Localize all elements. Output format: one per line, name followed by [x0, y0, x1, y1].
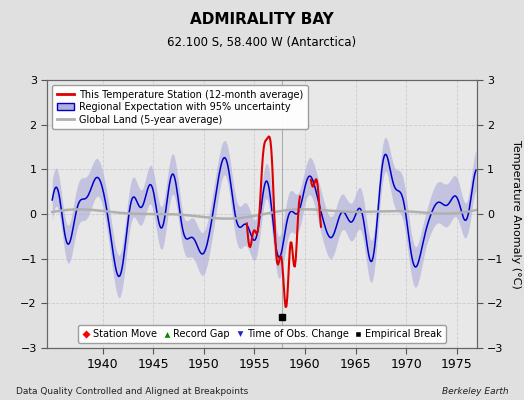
Legend: Station Move, Record Gap, Time of Obs. Change, Empirical Break: Station Move, Record Gap, Time of Obs. C… [79, 325, 445, 343]
Text: Data Quality Controlled and Aligned at Breakpoints: Data Quality Controlled and Aligned at B… [16, 387, 248, 396]
Y-axis label: Temperature Anomaly (°C): Temperature Anomaly (°C) [511, 140, 521, 288]
Text: 62.100 S, 58.400 W (Antarctica): 62.100 S, 58.400 W (Antarctica) [168, 36, 356, 49]
Text: Berkeley Earth: Berkeley Earth [442, 387, 508, 396]
Text: ADMIRALITY BAY: ADMIRALITY BAY [190, 12, 334, 27]
